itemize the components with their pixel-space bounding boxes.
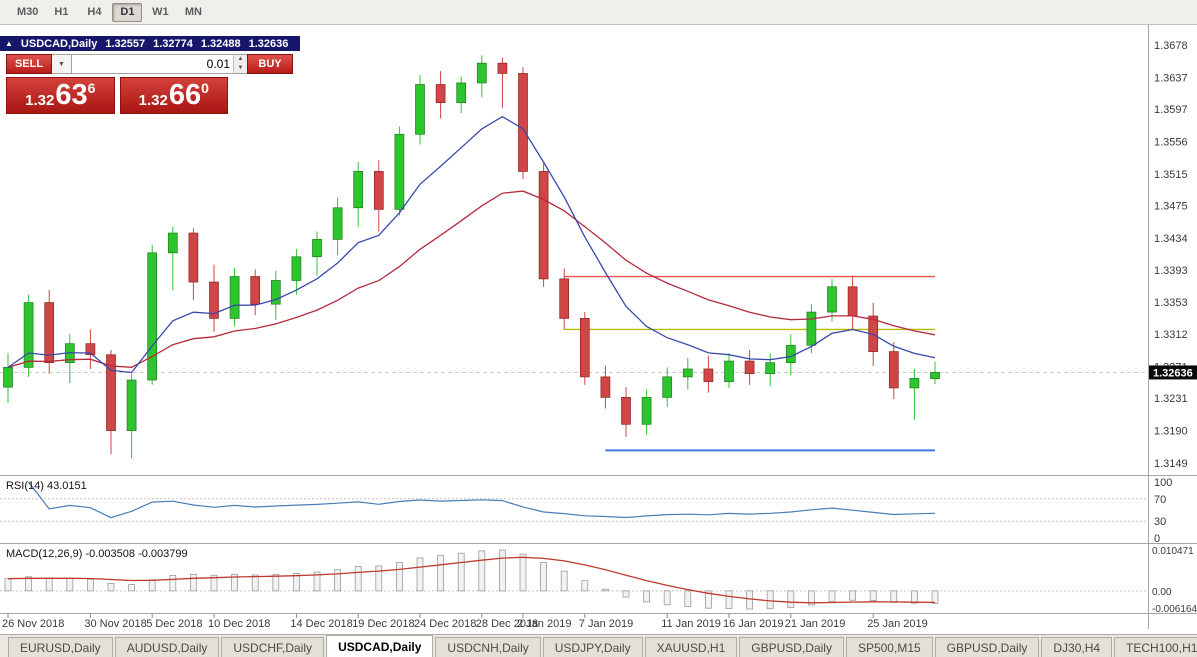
svg-text:1.3312: 1.3312 <box>1154 329 1188 341</box>
chart-symbol-label: USDCAD,Daily <box>20 37 98 50</box>
timeframe-toolbar: M30 H1 H4 D1 W1 MN <box>0 0 1197 25</box>
timeframe-button-mn[interactable]: MN <box>178 3 208 22</box>
svg-text:16 Jan 2019: 16 Jan 2019 <box>723 618 784 630</box>
svg-text:-0.006164: -0.006164 <box>1152 604 1197 615</box>
volume-up-icon[interactable]: ▲ <box>234 55 247 64</box>
svg-text:1.3393: 1.3393 <box>1154 265 1188 277</box>
sell-price-big: 63 <box>55 79 88 111</box>
chart-tab-dj30-h4[interactable]: DJ30,H4 <box>1041 637 1113 657</box>
svg-text:30: 30 <box>1154 516 1166 528</box>
volume-field: ▲ ▼ <box>72 54 247 74</box>
sell-price-sup: 6 <box>87 80 96 96</box>
volume-dropdown-icon[interactable]: ▼ <box>52 54 72 74</box>
svg-text:1.3637: 1.3637 <box>1154 72 1188 84</box>
chart-icon: ▲ <box>5 39 13 48</box>
chart-tab-tech100-h1[interactable]: TECH100,H1 <box>1114 637 1197 657</box>
svg-text:1.3353: 1.3353 <box>1154 297 1188 309</box>
svg-text:MACD(12,26,9) -0.003508 -0.003: MACD(12,26,9) -0.003508 -0.003799 <box>6 548 188 560</box>
svg-text:1.3434: 1.3434 <box>1154 233 1188 245</box>
chart-tab-sp500-m15[interactable]: SP500,M15 <box>845 637 933 657</box>
sell-button[interactable]: SELL <box>6 54 52 74</box>
svg-text:1.3678: 1.3678 <box>1154 40 1188 52</box>
timeframe-button-h4[interactable]: H4 <box>79 3 109 22</box>
svg-text:25 Jan 2019: 25 Jan 2019 <box>867 618 928 630</box>
svg-text:1.3597: 1.3597 <box>1154 104 1188 116</box>
buy-price-big: 66 <box>168 79 202 111</box>
svg-text:1.32636: 1.32636 <box>1153 367 1193 379</box>
sell-price-button[interactable]: 1.32 63 6 <box>6 77 115 114</box>
svg-text:28 Dec 2018: 28 Dec 2018 <box>476 618 538 630</box>
chart-tab-gbpusd-daily[interactable]: GBPUSD,Daily <box>739 637 844 657</box>
svg-text:RSI(14) 43.0151: RSI(14) 43.0151 <box>6 480 87 492</box>
ohlc-high: 1.32774 <box>153 37 193 50</box>
chart-tab-usdcad-daily[interactable]: USDCAD,Daily <box>326 635 434 657</box>
chart-tab-audusd-daily[interactable]: AUDUSD,Daily <box>114 637 220 657</box>
ohlc-close: 1.32636 <box>248 37 289 50</box>
svg-text:1.3149: 1.3149 <box>1154 458 1188 470</box>
one-click-trading-panel: SELL ▼ ▲ ▼ BUY 1.32 63 6 1.32 66 0 <box>6 54 293 114</box>
svg-text:1.3231: 1.3231 <box>1154 393 1188 405</box>
sell-price-prefix: 1.32 <box>25 92 55 109</box>
macd-pane: 0.010471 0.00 -0.006164 MACD(12,26,9) -0.00… <box>0 546 1197 615</box>
svg-text:5 Dec 2018: 5 Dec 2018 <box>146 618 202 630</box>
candles-layer <box>3 55 940 459</box>
chart-tab-usdjpy-daily[interactable]: USDJPY,Daily <box>542 637 643 657</box>
volume-down-icon[interactable]: ▼ <box>234 64 247 73</box>
volume-input[interactable] <box>72 55 233 73</box>
chart-tab-usdchf-daily[interactable]: USDCHF,Daily <box>221 637 325 657</box>
buy-price-sup: 0 <box>201 80 209 96</box>
svg-text:0.010471: 0.010471 <box>1152 546 1194 557</box>
price-axis: 1.3678 1.3637 1.3597 1.3556 1.3515 1.3475 1.34… <box>1149 40 1197 470</box>
svg-text:1.3556: 1.3556 <box>1154 136 1188 148</box>
grid-lines <box>0 25 1197 629</box>
buy-price-button[interactable]: 1.32 66 0 <box>119 77 228 114</box>
buy-price-prefix: 1.32 <box>138 92 168 109</box>
svg-text:21 Jan 2019: 21 Jan 2019 <box>785 618 846 630</box>
timeframe-button-m30[interactable]: M30 <box>12 3 43 22</box>
svg-text:14 Dec 2018: 14 Dec 2018 <box>290 618 352 630</box>
timeframe-button-w1[interactable]: W1 <box>145 3 175 22</box>
timeframe-button-h1[interactable]: H1 <box>46 3 76 22</box>
svg-text:30 Nov 2018: 30 Nov 2018 <box>84 618 146 630</box>
ohlc-low: 1.32488 <box>200 37 241 50</box>
moving-averages <box>7 115 936 374</box>
svg-text:0.00: 0.00 <box>1152 587 1172 598</box>
svg-text:0: 0 <box>1154 533 1160 545</box>
timeframe-button-d1[interactable]: D1 <box>112 2 143 22</box>
chart-tab-xauusd-h1[interactable]: XAUUSD,H1 <box>644 637 738 657</box>
svg-text:70: 70 <box>1154 494 1166 506</box>
volume-spinner: ▲ ▼ <box>233 55 247 73</box>
svg-text:24 Dec 2018: 24 Dec 2018 <box>414 618 476 630</box>
chart-tab-gbpusd-daily[interactable]: GBPUSD,Daily <box>934 637 1040 657</box>
price-chart-canvas[interactable]: 1.3678 1.3637 1.3597 1.3556 1.3515 1.3475 1.34… <box>0 25 1197 634</box>
ohlc-open: 1.32557 <box>105 37 146 50</box>
svg-text:26 Nov 2018: 26 Nov 2018 <box>2 618 64 630</box>
rsi-pane: 100 70 30 0 RSI(14) 43.0151 <box>0 477 1172 545</box>
chart-title-bar: ▲ USDCAD,Daily 1.32557 1.32774 1.32488 1… <box>0 36 300 51</box>
chart-tab-eurusd-daily[interactable]: EURUSD,Daily <box>8 637 113 657</box>
svg-text:100: 100 <box>1154 477 1172 489</box>
svg-text:1.3475: 1.3475 <box>1154 200 1188 212</box>
chart-window: 1.3678 1.3637 1.3597 1.3556 1.3515 1.3475 1.34… <box>0 25 1197 634</box>
date-axis: 26 Nov 2018 30 Nov 2018 5 Dec 2018 10 Dec 2… <box>2 613 928 630</box>
buy-button[interactable]: BUY <box>247 54 293 74</box>
chart-tab-usdcnh-daily[interactable]: USDCNH,Daily <box>435 637 541 657</box>
chart-tabs-bar: EURUSD,Daily AUDUSD,Daily USDCHF,Daily USDC… <box>0 634 1197 657</box>
svg-text:2 Jan 2019: 2 Jan 2019 <box>517 618 571 630</box>
svg-text:1.3515: 1.3515 <box>1154 169 1188 181</box>
svg-text:10 Dec 2018: 10 Dec 2018 <box>208 618 270 630</box>
svg-text:11 Jan 2019: 11 Jan 2019 <box>661 618 721 630</box>
svg-text:7 Jan 2019: 7 Jan 2019 <box>579 618 633 630</box>
svg-text:1.3190: 1.3190 <box>1154 426 1188 438</box>
svg-text:19 Dec 2018: 19 Dec 2018 <box>352 618 414 630</box>
